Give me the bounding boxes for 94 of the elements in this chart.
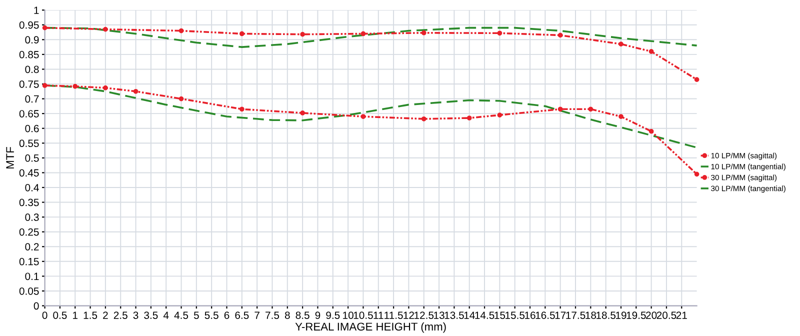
y-tick-label: 0.4 bbox=[25, 184, 39, 192]
point bbox=[300, 110, 305, 116]
x-tick-label: 18.5 bbox=[596, 312, 616, 319]
x-tick-label: 10.5 bbox=[354, 312, 373, 319]
point bbox=[466, 116, 472, 120]
x-tick-label: 16 bbox=[525, 312, 536, 319]
x-tick-label: 7 bbox=[254, 312, 260, 319]
point bbox=[558, 32, 563, 38]
point bbox=[694, 77, 700, 82]
y-tick-label: 0.35 bbox=[19, 198, 39, 206]
y-tick-label: 0.5 bbox=[25, 154, 39, 162]
y-tick-label: 0.05 bbox=[19, 287, 39, 295]
y-tick-label: 0.8 bbox=[25, 66, 39, 74]
point bbox=[497, 30, 502, 36]
point bbox=[694, 172, 700, 177]
x-tick-label: 12 bbox=[404, 312, 414, 319]
x-tick-label: 4.5 bbox=[174, 312, 188, 319]
point bbox=[648, 128, 654, 134]
x-tick-label: 0.5 bbox=[53, 312, 67, 319]
point bbox=[300, 32, 305, 37]
x-tick-label: 6 bbox=[224, 312, 230, 319]
y-tick-label: 0.45 bbox=[19, 169, 39, 177]
y-tick-label: 0.75 bbox=[19, 80, 39, 88]
y-tick-label: 0.6 bbox=[25, 124, 39, 132]
x-tick-label: 15.5 bbox=[506, 312, 525, 319]
x-tick-label: 13.5 bbox=[444, 312, 464, 319]
y-tick-label: 0.25 bbox=[19, 228, 39, 236]
x-tick-label: 17.5 bbox=[566, 312, 586, 319]
point bbox=[103, 26, 108, 32]
point bbox=[588, 106, 594, 112]
x-tick-label: 14.5 bbox=[475, 312, 494, 319]
point bbox=[618, 42, 624, 47]
y-tick-label: 0.95 bbox=[19, 21, 39, 29]
point bbox=[103, 85, 108, 90]
x-tick-label: 3.5 bbox=[144, 312, 158, 319]
y-tick-label: 0.9 bbox=[25, 36, 39, 44]
x-tick-label: 7.5 bbox=[266, 312, 280, 319]
x-tick-label: 6.5 bbox=[235, 312, 249, 319]
y-axis-title: MTF bbox=[6, 146, 14, 168]
x-tick-label: 5.5 bbox=[204, 312, 218, 319]
x-tick-label: 8.5 bbox=[296, 312, 310, 319]
point bbox=[239, 106, 244, 112]
x-tick-label: 17 bbox=[555, 312, 566, 319]
y-tick-label: 0 bbox=[34, 302, 39, 310]
point bbox=[239, 31, 244, 36]
x-tick-label: 16.5 bbox=[536, 312, 555, 319]
x-tick-label: 0 bbox=[42, 312, 48, 319]
x-tick-label: 1 bbox=[73, 312, 78, 319]
x-tick-label: 2 bbox=[103, 312, 108, 319]
point bbox=[360, 114, 366, 119]
x-tick-label: 20.5 bbox=[656, 312, 676, 319]
y-tick-label: 1 bbox=[34, 6, 39, 14]
x-tick-label: 9 bbox=[315, 312, 320, 319]
y-tick-label: 0.3 bbox=[25, 214, 39, 221]
point bbox=[421, 30, 426, 36]
x-tick-label: 14 bbox=[464, 312, 475, 319]
x-tick-label: 10 bbox=[343, 312, 354, 319]
x-tick-label: 19.5 bbox=[626, 312, 646, 319]
x-tick-label: 3 bbox=[133, 312, 138, 319]
x-tick-label: 2.5 bbox=[114, 312, 128, 319]
x-tick-label: 11 bbox=[374, 312, 384, 319]
x-tick-label: 9.5 bbox=[326, 312, 340, 319]
y-tick-label: 0.2 bbox=[25, 243, 39, 250]
x-tick-label: 11.5 bbox=[384, 312, 403, 319]
point bbox=[558, 106, 563, 112]
y-tick-label: 0.15 bbox=[19, 258, 39, 266]
point bbox=[42, 25, 48, 30]
x-tick-label: 21 bbox=[676, 312, 687, 319]
x-tick-label: 8 bbox=[284, 312, 290, 319]
x-tick-label: 12.5 bbox=[414, 312, 434, 319]
x-axis-title: Y-REAL IMAGE HEIGHT (mm) bbox=[295, 322, 446, 333]
point bbox=[178, 96, 184, 102]
point bbox=[497, 112, 502, 118]
x-tick-label: 18 bbox=[586, 312, 596, 319]
x-tick-label: 1.5 bbox=[84, 312, 98, 319]
point bbox=[360, 31, 366, 36]
point bbox=[648, 49, 654, 54]
x-tick-label: 13 bbox=[434, 312, 444, 319]
point bbox=[133, 88, 138, 94]
y-tick-label: 0.65 bbox=[19, 110, 39, 118]
y-tick-label: 0.7 bbox=[25, 95, 39, 103]
y-tick-label: 0.1 bbox=[25, 272, 39, 280]
x-tick-label: 15 bbox=[494, 312, 506, 319]
point bbox=[42, 83, 48, 88]
point bbox=[618, 114, 624, 119]
y-tick-label: 0.55 bbox=[19, 140, 39, 148]
x-tick-label: 19 bbox=[616, 312, 626, 319]
y-tick-label: 0.85 bbox=[19, 50, 39, 58]
point bbox=[421, 116, 426, 122]
x-tick-label: 20 bbox=[646, 312, 657, 319]
x-tick-label: 5 bbox=[194, 312, 199, 319]
point bbox=[72, 84, 78, 89]
point bbox=[178, 28, 184, 34]
x-tick-label: 4 bbox=[163, 312, 169, 319]
